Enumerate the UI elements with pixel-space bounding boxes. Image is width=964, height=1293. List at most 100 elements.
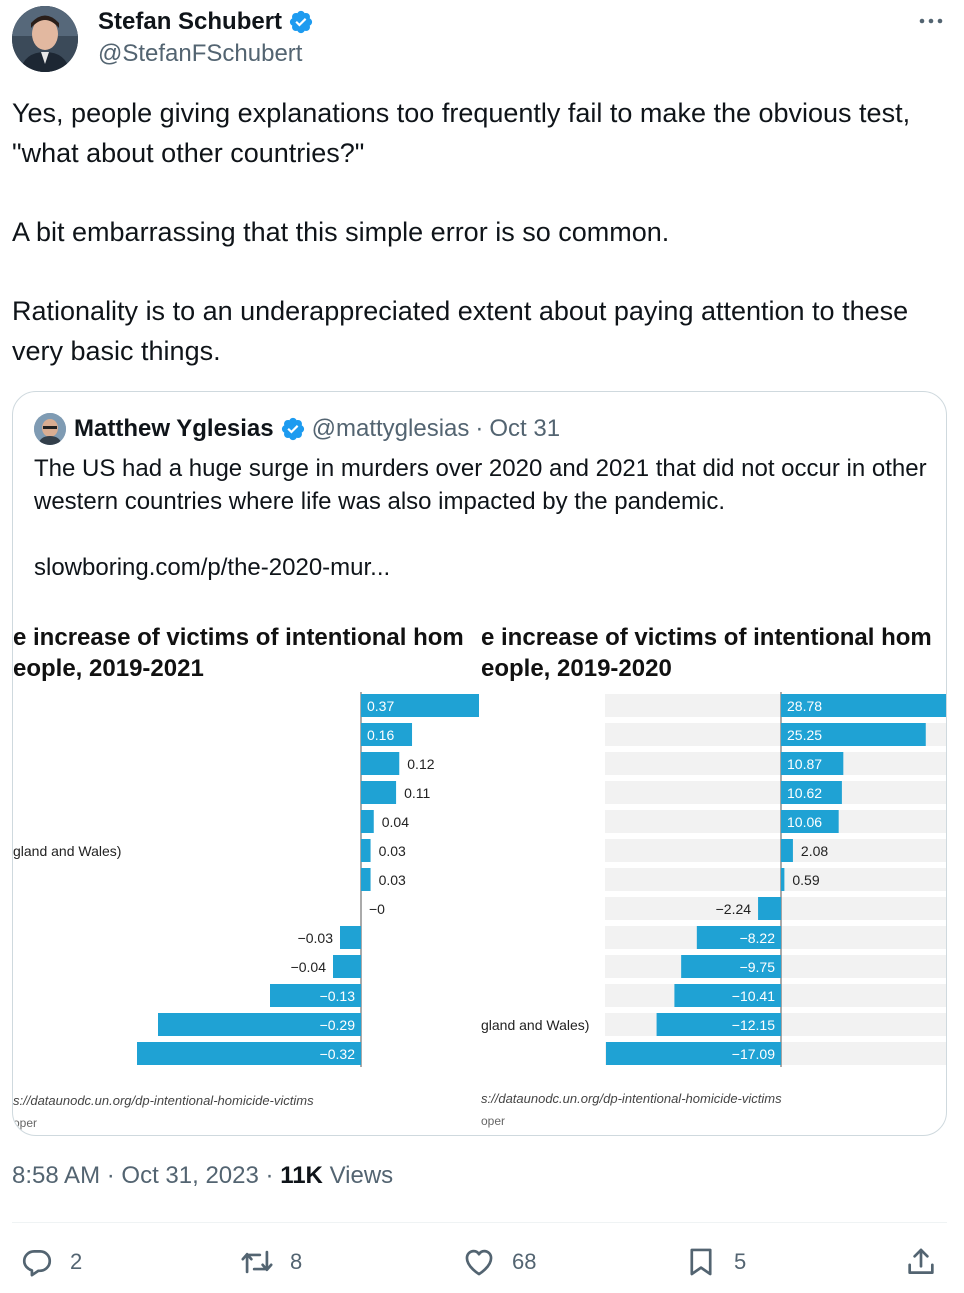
chart-title-line: e increase of victims of intentional hom xyxy=(13,624,464,651)
author-name[interactable]: Stefan Schubert xyxy=(98,8,283,35)
chart-bar xyxy=(137,1042,361,1065)
chart-data-label: −0.04 xyxy=(291,959,327,975)
separator-dot: · xyxy=(106,1162,115,1189)
chart-data-label: 25.25 xyxy=(787,727,822,743)
bookmark-button[interactable]: 5 xyxy=(684,1240,746,1284)
chart-images[interactable]: e increase of victims of intentional hom… xyxy=(13,602,947,1136)
repost-button[interactable]: 8 xyxy=(240,1240,302,1284)
chart-bar xyxy=(681,955,781,978)
chart-data-label: 10.62 xyxy=(787,785,822,801)
quote-author-handle[interactable]: @mattyglesias xyxy=(311,415,470,442)
chart-data-label: −9.75 xyxy=(740,959,776,975)
chart-title-line: e increase of victims of intentional hom xyxy=(481,624,932,651)
tweet-paragraph: Rationality is to an underappreciated ex… xyxy=(12,296,909,366)
chart-title-line: eople, 2019-2020 xyxy=(481,655,672,682)
repost-count: 8 xyxy=(290,1249,303,1274)
chart-bar xyxy=(606,1042,781,1065)
tweet-date[interactable]: Oct 31, 2023 xyxy=(121,1162,259,1189)
chart-bar xyxy=(758,897,781,920)
quote-author-name[interactable]: Matthew Yglesias xyxy=(74,415,274,442)
separator-dot: · xyxy=(475,415,484,442)
chart-data-label: 10.06 xyxy=(787,814,822,830)
share-button[interactable] xyxy=(904,1240,938,1284)
chart-bar xyxy=(674,984,781,1007)
chart-row-background xyxy=(605,810,946,833)
chart-bar xyxy=(361,723,413,746)
chart-row-background xyxy=(605,839,946,862)
quoted-tweet[interactable]: Matthew Yglesias @mattyglesias · Oct 31 … xyxy=(12,391,947,1136)
tweet-text: Yes, people giving explanations too freq… xyxy=(12,93,942,371)
chart-bar xyxy=(656,1013,781,1036)
like-icon xyxy=(465,1249,493,1276)
share-icon xyxy=(908,1248,934,1274)
tweet-paragraph: Yes, people giving explanations too freq… xyxy=(12,98,911,168)
tweet-paragraph: A bit embarrassing that this simple erro… xyxy=(12,217,670,247)
chart-data-label: 0.16 xyxy=(367,727,394,743)
chart-bar xyxy=(361,694,479,717)
like-count: 68 xyxy=(512,1249,537,1274)
author-avatar[interactable] xyxy=(12,6,78,72)
verified-icon xyxy=(289,10,313,34)
chart-title-line: eople, 2019-2021 xyxy=(13,655,204,682)
chart-bar xyxy=(781,694,946,717)
views-label: Views xyxy=(329,1162,394,1189)
bookmark-count: 5 xyxy=(734,1249,747,1274)
quote-text: The US had a huge surge in murders over … xyxy=(34,452,934,584)
action-bar: 2 8 68 5 xyxy=(0,1240,964,1284)
chart-footer: oper xyxy=(13,1116,37,1130)
chart-data-label: 28.78 xyxy=(787,698,822,714)
separator-dot: · xyxy=(265,1162,274,1189)
chart-source: s://dataunodc.un.org/dp-intentional-homi… xyxy=(13,1093,314,1108)
chart-data-label: 0.12 xyxy=(407,756,434,772)
chart-bar xyxy=(696,926,781,949)
chart-data-label: −17.09 xyxy=(732,1046,775,1062)
reply-button[interactable]: 2 xyxy=(20,1240,82,1284)
chart-category-label: gland and Wales) xyxy=(481,1017,589,1033)
chart-data-label: −10.41 xyxy=(732,988,775,1004)
verified-icon xyxy=(281,417,304,441)
chart-bar xyxy=(361,781,397,804)
chart-footer: oper xyxy=(481,1114,505,1128)
chart-bar xyxy=(333,955,361,978)
chart-data-label: −0.03 xyxy=(298,930,334,946)
reply-icon xyxy=(22,1250,52,1277)
chart-bar xyxy=(781,839,793,862)
chart-2019-2020[interactable]: e increase of victims of intentional hom… xyxy=(481,602,947,1136)
chart-bar xyxy=(781,810,839,833)
chart-source: s://dataunodc.un.org/dp-intentional-homi… xyxy=(481,1091,782,1106)
quote-link[interactable]: slowboring.com/p/the-2020-mur... xyxy=(34,554,391,581)
chart-category-label: gland and Wales) xyxy=(13,843,121,859)
chart-2019-2021[interactable]: e increase of victims of intentional hom… xyxy=(13,602,481,1136)
quote-author-avatar[interactable] xyxy=(34,413,66,445)
chart-data-label: −0 xyxy=(369,901,385,917)
reply-count: 2 xyxy=(70,1249,83,1274)
author-handle[interactable]: @StefanFSchubert xyxy=(98,40,303,67)
chart-data-label: 0.59 xyxy=(792,872,819,888)
chart-bar xyxy=(781,752,844,775)
tweet-time[interactable]: 8:58 AM xyxy=(12,1162,101,1189)
repost-icon xyxy=(241,1250,273,1274)
like-button[interactable]: 68 xyxy=(462,1240,536,1284)
chart-data-label: 0.03 xyxy=(379,843,406,859)
chart-bar xyxy=(340,926,361,949)
chart-data-label: −0.13 xyxy=(320,988,356,1004)
chart-data-label: −12.15 xyxy=(732,1017,775,1033)
more-icon[interactable] xyxy=(918,8,944,34)
chart-bar xyxy=(361,752,400,775)
chart-data-label: 0.04 xyxy=(382,814,409,830)
chart-data-label: 0.11 xyxy=(404,785,430,801)
chart-bar xyxy=(781,781,842,804)
chart-bar xyxy=(158,1013,361,1036)
chart-bar xyxy=(361,839,371,862)
chart-bar xyxy=(270,984,361,1007)
quote-date[interactable]: Oct 31 xyxy=(489,415,561,442)
chart-data-label: 0.03 xyxy=(379,872,406,888)
chart-data-label: −0.32 xyxy=(320,1046,356,1062)
chart-bar xyxy=(361,810,374,833)
bookmark-icon xyxy=(690,1248,712,1276)
chart-data-label: 10.87 xyxy=(787,756,822,772)
chart-row-background xyxy=(605,868,946,891)
chart-bar xyxy=(781,723,926,746)
chart-row-background xyxy=(605,752,946,775)
chart-data-label: −0.29 xyxy=(320,1017,356,1033)
